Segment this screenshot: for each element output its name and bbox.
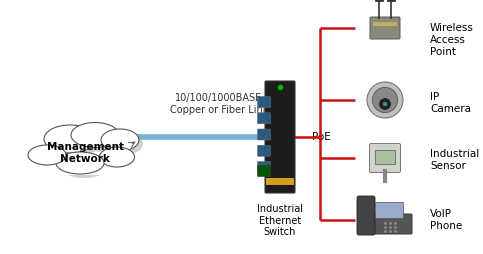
FancyBboxPatch shape: [357, 196, 375, 235]
Ellipse shape: [103, 151, 139, 171]
Text: Wireless
Access
Point: Wireless Access Point: [430, 23, 474, 57]
Polygon shape: [25, 155, 145, 175]
Ellipse shape: [44, 125, 96, 153]
FancyBboxPatch shape: [257, 129, 270, 140]
Circle shape: [383, 102, 387, 106]
Ellipse shape: [28, 145, 66, 165]
Text: Management
Network: Management Network: [46, 142, 124, 164]
FancyBboxPatch shape: [257, 166, 270, 177]
Ellipse shape: [48, 129, 100, 157]
FancyBboxPatch shape: [257, 113, 270, 124]
Ellipse shape: [75, 126, 123, 151]
Text: Industrial
Ethernet
Switch: Industrial Ethernet Switch: [257, 204, 303, 237]
Ellipse shape: [60, 156, 108, 178]
Text: 10/100/1000BASE
Copper or Fiber Link: 10/100/1000BASE Copper or Fiber Link: [170, 93, 268, 115]
Ellipse shape: [101, 129, 139, 151]
Ellipse shape: [105, 133, 143, 155]
Ellipse shape: [71, 122, 119, 148]
FancyBboxPatch shape: [265, 81, 295, 193]
FancyBboxPatch shape: [375, 150, 395, 164]
Circle shape: [380, 99, 390, 109]
FancyBboxPatch shape: [257, 97, 270, 107]
Circle shape: [367, 82, 403, 118]
FancyBboxPatch shape: [370, 17, 400, 39]
Text: Industrial
Sensor: Industrial Sensor: [430, 149, 479, 171]
Ellipse shape: [32, 149, 70, 169]
FancyBboxPatch shape: [369, 144, 400, 172]
Ellipse shape: [56, 152, 104, 174]
Ellipse shape: [99, 147, 134, 167]
FancyBboxPatch shape: [257, 162, 270, 172]
FancyBboxPatch shape: [358, 214, 412, 234]
FancyBboxPatch shape: [257, 145, 270, 156]
Text: IP
Camera: IP Camera: [430, 92, 471, 114]
Text: PoE: PoE: [312, 132, 331, 142]
Text: VoIP
Phone: VoIP Phone: [430, 209, 462, 231]
FancyBboxPatch shape: [375, 202, 403, 218]
Circle shape: [372, 87, 398, 113]
Bar: [373, 22, 397, 26]
Bar: [266, 178, 294, 185]
